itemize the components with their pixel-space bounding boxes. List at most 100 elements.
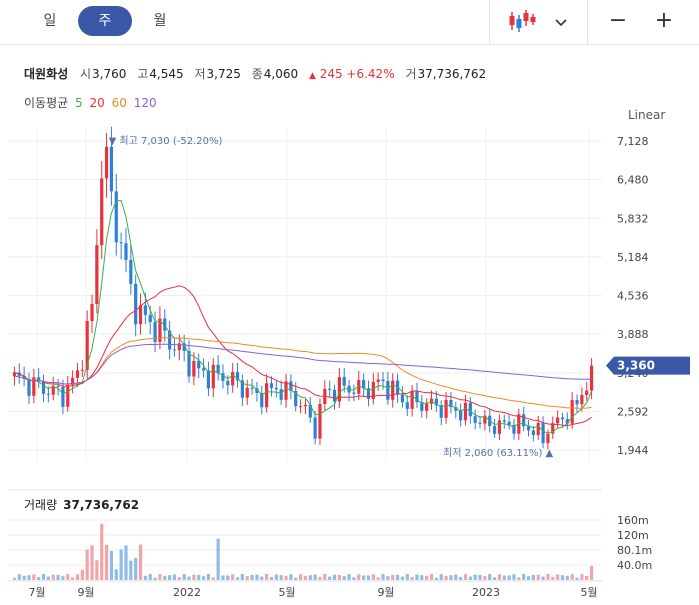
volume-bar: [119, 549, 123, 580]
zoom-out-button[interactable]: −: [608, 8, 628, 33]
candle-body: [556, 417, 560, 424]
min-price-annotation: 최저 2,060 (63.11%) ▲: [443, 447, 553, 459]
volume-bar: [444, 575, 448, 580]
volume-bar: [328, 576, 332, 580]
volume-value: 37,736,762: [417, 67, 487, 81]
volume-bar: [473, 574, 477, 580]
open-label: 시: [80, 67, 92, 81]
candle-body: [395, 380, 400, 395]
candle-body: [463, 402, 468, 421]
candle-body: [410, 391, 414, 409]
candle-body: [488, 415, 492, 426]
tab-day[interactable]: 일: [43, 13, 57, 29]
top-toolbar: 일 주 월 − +: [0, 0, 699, 45]
x-tick-label: 9월: [377, 586, 394, 599]
x-tick-label: 5월: [278, 586, 295, 599]
x-tick-label: 2023: [472, 586, 500, 599]
volume-bar: [541, 576, 545, 580]
volume-bar: [211, 577, 215, 580]
candle-body: [279, 389, 283, 400]
volume-bar: [114, 569, 118, 580]
volume-bar: [308, 575, 312, 580]
candle-body: [163, 318, 167, 331]
volume-bar: [206, 574, 211, 580]
volume-bar: [46, 576, 50, 580]
volume-bar: [109, 550, 114, 580]
candle-body: [415, 391, 419, 403]
candle-body: [429, 398, 434, 404]
x-tick-label: 7월: [28, 586, 45, 599]
price-tick-label: 3,888: [617, 328, 649, 341]
volume-bar: [177, 576, 181, 580]
chart-type-dropdown[interactable]: [548, 6, 574, 36]
candle-body: [172, 349, 177, 351]
candle-body: [371, 381, 375, 399]
candle-body: [51, 385, 55, 395]
candle-body: [153, 322, 157, 342]
candle-body: [512, 424, 516, 434]
volume-bar: [415, 574, 419, 580]
candle-body: [589, 365, 594, 391]
volume-bar: [66, 574, 70, 580]
price-tick-label: 6,480: [617, 174, 649, 187]
volume-bar: [517, 577, 521, 580]
volume-bar: [51, 574, 55, 580]
low-label: 저: [194, 67, 206, 81]
volume-bar: [347, 574, 351, 580]
candle-body: [318, 403, 322, 439]
volume-panel-title: 거래량: [24, 498, 58, 512]
volume-bar: [381, 574, 385, 580]
volume-bar: [197, 574, 201, 580]
volume-bar: [85, 549, 89, 580]
ma-legend-label: 이동평균: [24, 96, 69, 110]
volume-panel-value: 37,736,762: [63, 498, 140, 512]
zoom-in-button[interactable]: +: [654, 8, 674, 33]
volume-bar: [255, 574, 259, 580]
volume-bar: [201, 576, 206, 580]
candle-body: [274, 387, 278, 390]
volume-bar: [522, 574, 526, 580]
volume-bar: [221, 575, 225, 580]
high-label: 고: [137, 67, 149, 81]
candle-body: [347, 385, 351, 393]
volume-bar: [260, 576, 264, 580]
price-tick-label: 3,240: [617, 367, 649, 380]
candle-body: [391, 380, 395, 400]
price-tick-label: 5,832: [617, 212, 649, 225]
volume-bar: [405, 574, 409, 580]
volume-bar: [100, 523, 104, 580]
candle-body: [46, 393, 50, 395]
volume-bar: [172, 574, 177, 580]
candle-body: [517, 414, 521, 434]
candle-body: [61, 386, 65, 407]
candle-body: [168, 330, 172, 350]
volume-bar: [565, 575, 569, 580]
up-arrow-icon: ▲: [308, 71, 316, 81]
volume-bar: [589, 565, 594, 580]
candle-body: [100, 178, 104, 246]
candle-body: [400, 394, 405, 403]
volume-bar: [80, 569, 84, 580]
volume-label: 거: [405, 67, 417, 81]
candle-body: [143, 305, 147, 315]
volume-bar: [56, 574, 60, 580]
ma-5-line: [14, 199, 593, 434]
volume-bar: [352, 577, 356, 580]
change-percent: +6.42%: [346, 67, 395, 81]
candle-body: [580, 394, 584, 405]
scale-toggle[interactable]: Linear: [628, 108, 666, 122]
price-tick-label: 5,184: [617, 251, 649, 264]
volume-bar: [478, 574, 482, 580]
ma-legend[interactable]: 이동평균 5 20 60 120: [24, 94, 160, 111]
candle-body: [75, 370, 80, 378]
tab-week[interactable]: 주: [78, 6, 132, 36]
chart-type-button[interactable]: [500, 6, 544, 36]
candle-body: [158, 318, 162, 342]
tab-month[interactable]: 월: [153, 13, 167, 29]
candle-body: [148, 314, 152, 323]
candle-body: [240, 380, 244, 398]
volume-bar: [575, 577, 579, 580]
candle-body: [298, 406, 303, 408]
candle-body: [459, 410, 463, 421]
candle-body: [192, 361, 196, 377]
